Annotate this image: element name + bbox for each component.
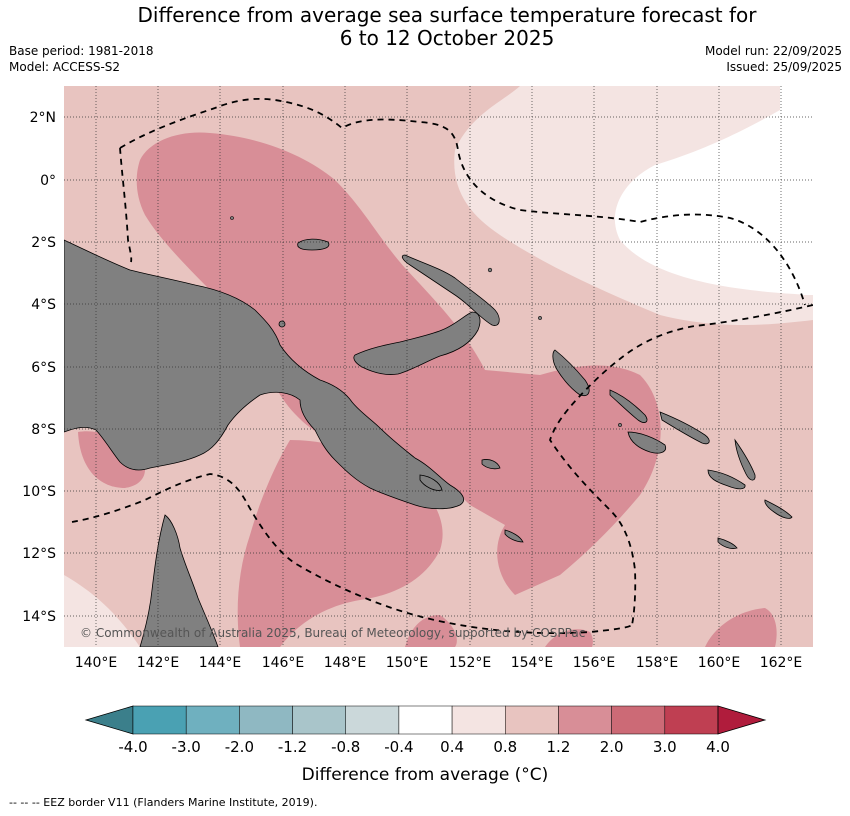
land-solomon-choiseul bbox=[609, 389, 648, 423]
land-solomon-makira bbox=[707, 469, 746, 490]
lon-label: 154°E bbox=[511, 655, 554, 671]
land-islet bbox=[487, 267, 493, 273]
anomaly-near-zero-top bbox=[780, 86, 813, 295]
colorbar-tick-label: 0.8 bbox=[493, 738, 517, 756]
lon-label: 162°E bbox=[760, 655, 803, 671]
lon-label: 160°E bbox=[698, 655, 741, 671]
land-woodlark bbox=[481, 459, 501, 470]
colorbar-extend-low bbox=[84, 705, 134, 735]
lon-label: 156°E bbox=[573, 655, 616, 671]
meta-right: Model run: 22/09/2025 Issued: 25/09/2025 bbox=[705, 43, 842, 75]
graticule bbox=[64, 86, 813, 647]
lon-label: 158°E bbox=[636, 655, 679, 671]
anomaly-warm-se-blob bbox=[705, 608, 777, 647]
land-santa-cruz bbox=[717, 537, 738, 549]
land-islet bbox=[278, 320, 286, 328]
colorbar-segment bbox=[451, 705, 506, 735]
lat-label: 2°S bbox=[31, 235, 56, 251]
colorbar-segment bbox=[292, 705, 346, 735]
base-period: Base period: 1981-2018 bbox=[9, 44, 154, 58]
colorbar-segment bbox=[345, 705, 400, 735]
longitude-labels: 140°E 142°E 144°E 146°E 148°E 150°E 152°… bbox=[75, 655, 803, 671]
lat-label: 10°S bbox=[22, 484, 56, 500]
land-new-britain bbox=[353, 311, 481, 375]
land-manus bbox=[297, 238, 330, 251]
eez-border-png-west bbox=[119, 147, 133, 263]
colorbar-labels: -4.0 -3.0 -2.0 -1.2 -0.8 -0.4 0.4 0.8 1.2 2.0 3.0 4… bbox=[118, 738, 730, 756]
colorbar-tick-label: 1.2 bbox=[547, 738, 571, 756]
issued-date: Issued: 25/09/2025 bbox=[726, 60, 842, 74]
eez-legend-note: -- -- -- EEZ border V11 (Flanders Marine… bbox=[9, 796, 318, 809]
model-run: Model run: 22/09/2025 bbox=[704, 44, 842, 58]
land-solomon-guadalcanal bbox=[627, 431, 667, 454]
land-vanuatu-north bbox=[764, 499, 793, 519]
map-title: Difference from average sea surface temp… bbox=[0, 4, 850, 50]
colorbar-tick-label: -4.0 bbox=[118, 738, 147, 756]
land-solomon-santa-isabel bbox=[659, 411, 710, 445]
land-solomon-malaita bbox=[734, 438, 756, 481]
anomaly-light-band-sw bbox=[64, 575, 140, 647]
colorbar-segment bbox=[185, 705, 240, 735]
anomaly-warm-south-blob bbox=[405, 615, 457, 647]
lat-label: 8°S bbox=[31, 422, 56, 438]
lon-label: 144°E bbox=[199, 655, 242, 671]
model-name: Model: ACCESS-S2 bbox=[9, 60, 121, 74]
land-louisiade bbox=[504, 529, 524, 543]
colorbar-tick-label: -0.4 bbox=[384, 738, 413, 756]
lat-label: 0° bbox=[40, 173, 56, 189]
land-islet bbox=[538, 316, 542, 320]
colorbar-segment bbox=[239, 705, 293, 735]
land-australia-cape-york bbox=[139, 514, 219, 647]
land-new-guinea bbox=[64, 239, 464, 510]
colorbar-segment bbox=[558, 705, 612, 735]
colorbar-tick-label: -2.0 bbox=[225, 738, 254, 756]
meta-left: Base period: 1981-2018 Model: ACCESS-S2 bbox=[9, 43, 154, 75]
land-dEntrecasteaux bbox=[419, 474, 443, 491]
colorbar-tick-label: 0.4 bbox=[440, 738, 464, 756]
colorbar-segment bbox=[505, 705, 559, 735]
colorbar-title: Difference from average (°C) bbox=[302, 765, 549, 785]
colorbar-tick-label: -0.8 bbox=[331, 738, 360, 756]
lon-label: 140°E bbox=[75, 655, 118, 671]
colorbar-extend-high bbox=[717, 705, 767, 735]
colorbar-tick-label: 2.0 bbox=[600, 738, 624, 756]
colorbar-tick-label: 3.0 bbox=[653, 738, 677, 756]
lon-label: 142°E bbox=[137, 655, 180, 671]
latitude-labels: 2°N 0° 2°S 4°S 6°S 8°S 10°S 12°S 14°S bbox=[22, 110, 56, 625]
land-islet bbox=[618, 423, 622, 427]
colorbar-tick-label: -1.2 bbox=[278, 738, 307, 756]
lat-label: 4°S bbox=[31, 297, 56, 313]
map-area: © Commonwealth of Australia 2025, Bureau… bbox=[64, 86, 813, 647]
colorbar bbox=[84, 705, 767, 735]
colorbar-segment bbox=[611, 705, 666, 735]
anomaly-near-zero-ne bbox=[555, 86, 813, 295]
lon-label: 152°E bbox=[449, 655, 492, 671]
lat-label: 14°S bbox=[22, 609, 56, 625]
eez-border-solomon bbox=[549, 304, 813, 626]
copyright-notice: © Commonwealth of Australia 2025, Bureau… bbox=[80, 626, 585, 640]
anomaly-warm-south-blob-2 bbox=[545, 629, 593, 647]
lon-label: 150°E bbox=[386, 655, 429, 671]
lat-label: 12°S bbox=[22, 546, 56, 562]
colorbar-segment bbox=[132, 705, 187, 735]
lon-label: 146°E bbox=[262, 655, 305, 671]
colorbar-tick-label: 4.0 bbox=[706, 738, 730, 756]
colorbar-segment bbox=[664, 705, 719, 735]
lat-label: 2°N bbox=[30, 110, 56, 126]
title-line-2: 6 to 12 October 2025 bbox=[339, 26, 555, 50]
lat-label: 6°S bbox=[31, 360, 56, 376]
land-islet bbox=[230, 216, 234, 220]
lon-label: 148°E bbox=[324, 655, 367, 671]
land-new-ireland bbox=[401, 254, 500, 326]
colorbar-segment bbox=[398, 705, 453, 735]
colorbar-tick-label: -3.0 bbox=[172, 738, 201, 756]
title-line-1: Difference from average sea surface temp… bbox=[137, 3, 757, 27]
